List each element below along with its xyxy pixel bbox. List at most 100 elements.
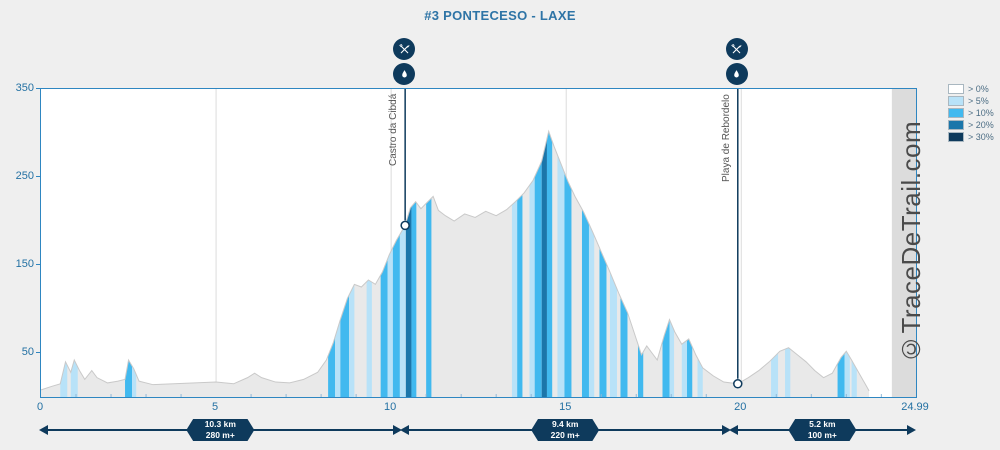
y-tick-mark — [36, 352, 40, 353]
slope-band — [70, 131, 78, 397]
slope-band — [588, 131, 595, 397]
water-drop-icon[interactable] — [725, 63, 748, 85]
x-tick-label: 20 — [734, 401, 747, 413]
water-drop-icon[interactable] — [393, 63, 416, 85]
waypoint-label: Playa de Rebordelo — [720, 94, 732, 182]
slope-band — [844, 131, 850, 397]
slope-band — [60, 131, 68, 397]
legend-label: > 20% — [968, 120, 994, 130]
slope-band — [541, 131, 547, 397]
slope-band — [529, 131, 535, 397]
slope-band — [851, 131, 857, 397]
y-tick-mark — [36, 88, 40, 89]
segment-distance: 5.2 km — [809, 419, 836, 430]
slope-band — [405, 131, 412, 397]
slope-band — [517, 131, 523, 397]
legend-swatch — [948, 108, 964, 118]
legend-item: > 0% — [948, 84, 994, 94]
slope-band — [669, 131, 675, 397]
elevation-profile-svg[interactable] — [41, 89, 916, 397]
slope-band — [771, 131, 779, 397]
legend-swatch — [948, 132, 964, 142]
slope-band — [132, 131, 137, 397]
x-tick-label: 15 — [559, 401, 572, 413]
legend-item: > 20% — [948, 120, 994, 130]
slope-band — [785, 131, 791, 397]
elevation-area — [41, 131, 870, 397]
slope-band — [609, 131, 617, 397]
slope-band — [534, 131, 542, 397]
segment: 9.4 km 220 m+ — [399, 418, 731, 442]
slope-band — [392, 131, 400, 397]
slope-band — [399, 131, 406, 397]
legend-label: > 5% — [968, 96, 989, 106]
legend-label: > 10% — [968, 108, 994, 118]
x-tick-label: 24.99 — [901, 401, 929, 413]
end-shade — [891, 89, 916, 397]
legend-item: > 5% — [948, 96, 994, 106]
slope-band — [662, 131, 670, 397]
segment-distance: 9.4 km — [551, 419, 579, 430]
y-tick-label: 50 — [21, 346, 34, 358]
slope-band — [687, 131, 693, 397]
legend-item: > 30% — [948, 132, 994, 142]
slope-band — [837, 131, 845, 397]
slope-band — [125, 131, 133, 397]
slope-band — [511, 131, 518, 397]
y-tick-label: 350 — [15, 82, 34, 94]
slope-band — [328, 131, 336, 397]
y-tick-mark — [36, 176, 40, 177]
waypoint-point[interactable] — [400, 220, 410, 231]
slope-band — [335, 131, 341, 397]
slope-band — [557, 131, 565, 397]
segment: 5.2 km 100 m+ — [728, 418, 916, 442]
arrow-left-icon — [399, 425, 409, 435]
legend-item: > 10% — [948, 108, 994, 118]
slope-band — [366, 131, 372, 397]
segment-elevation-gain: 220 m+ — [550, 430, 580, 440]
segment-elevation-gain: 100 m+ — [807, 430, 837, 440]
segment-badge: 5.2 km 100 m+ — [788, 419, 857, 441]
slope-band — [620, 131, 628, 397]
waypoint-marker[interactable] — [393, 38, 416, 85]
segment-badge: 9.4 km 220 m+ — [531, 419, 600, 441]
slope-band — [546, 131, 553, 397]
slope-band — [349, 131, 355, 397]
waypoint-marker[interactable] — [725, 38, 748, 85]
x-tick-label: 10 — [384, 401, 397, 413]
slope-band — [340, 131, 350, 397]
watermark: ©TraceDeTrail.com — [896, 120, 926, 364]
restaurant-icon[interactable] — [393, 38, 416, 60]
legend-swatch — [948, 96, 964, 106]
slope-band — [387, 131, 393, 397]
restaurant-icon[interactable] — [725, 38, 748, 60]
legend-swatch — [948, 120, 964, 130]
y-tick-label: 150 — [15, 258, 34, 270]
slope-band — [581, 131, 589, 397]
slope-band — [564, 131, 572, 397]
legend-label: > 0% — [968, 84, 989, 94]
x-tick-label: 0 — [36, 401, 44, 413]
page-title: #3 PONTECESO - LAXE — [424, 8, 576, 23]
segment-badge: 10.3 km 280 m+ — [186, 419, 255, 441]
segment: 10.3 km 280 m+ — [39, 418, 402, 442]
arrow-left-icon — [728, 425, 738, 435]
slope-band — [599, 131, 607, 397]
segment-summary-bar: 10.3 km 280 m+ 9.4 km 220 m+ 5.2 km 100 m+ — [39, 418, 916, 442]
slope-band — [411, 131, 417, 397]
segment-distance: 10.3 km — [204, 419, 236, 430]
arrow-right-icon — [906, 425, 916, 435]
segment-elevation-gain: 280 m+ — [205, 430, 235, 440]
arrow-right-icon — [392, 425, 402, 435]
waypoint-label: Castro da Cibdá — [388, 94, 400, 167]
legend-label: > 30% — [968, 132, 994, 142]
slope-band — [426, 131, 432, 397]
slope-band — [697, 131, 703, 397]
legend-swatch — [948, 84, 964, 94]
waypoint-point[interactable] — [733, 379, 743, 389]
arrow-right-icon — [721, 425, 731, 435]
x-tick-label: 5 — [212, 401, 219, 413]
elevation-chart[interactable] — [40, 88, 917, 398]
slope-legend: > 0% > 5% > 10% > 20% > 30% — [948, 84, 994, 144]
arrow-left-icon — [39, 425, 48, 435]
